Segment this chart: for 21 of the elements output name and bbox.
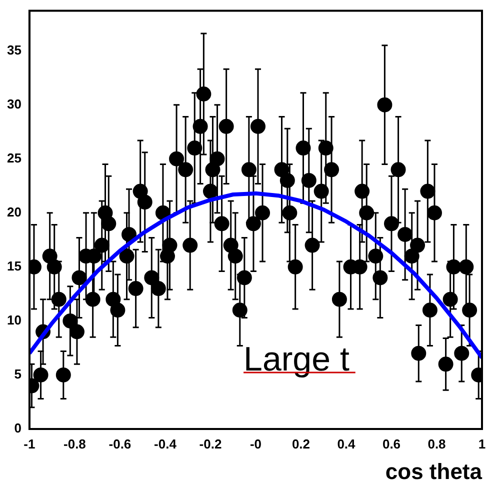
x-axis-title: cos theta (385, 458, 483, 484)
y-tick-label: 25 (6, 150, 22, 166)
y-tick-label: 10 (6, 312, 22, 328)
x-tick-label: -1 (24, 436, 36, 452)
x-tick-label: 0.4 (337, 436, 356, 452)
x-tick-label: -0.2 (199, 436, 222, 452)
annotation: Large t (244, 340, 350, 378)
x-tick-label: 0.8 (428, 436, 446, 452)
y-tick-label: 0 (14, 420, 22, 436)
x-tick-label: -0.8 (64, 436, 86, 452)
x-tick-label: -0.4 (154, 436, 178, 452)
x-tick-label: 1 (478, 436, 486, 452)
x-tick-label: 0.6 (382, 436, 401, 452)
y-tick-label: 15 (6, 258, 22, 274)
x-tick-label: 0.2 (292, 436, 310, 452)
x-tick-label: -0.6 (108, 436, 132, 452)
y-tick-label: 35 (6, 42, 22, 58)
x-tick-label: -0 (250, 436, 262, 452)
y-tick-label: 30 (6, 96, 22, 112)
y-tick-label: 5 (14, 366, 22, 382)
y-tick-label: 20 (6, 204, 22, 220)
